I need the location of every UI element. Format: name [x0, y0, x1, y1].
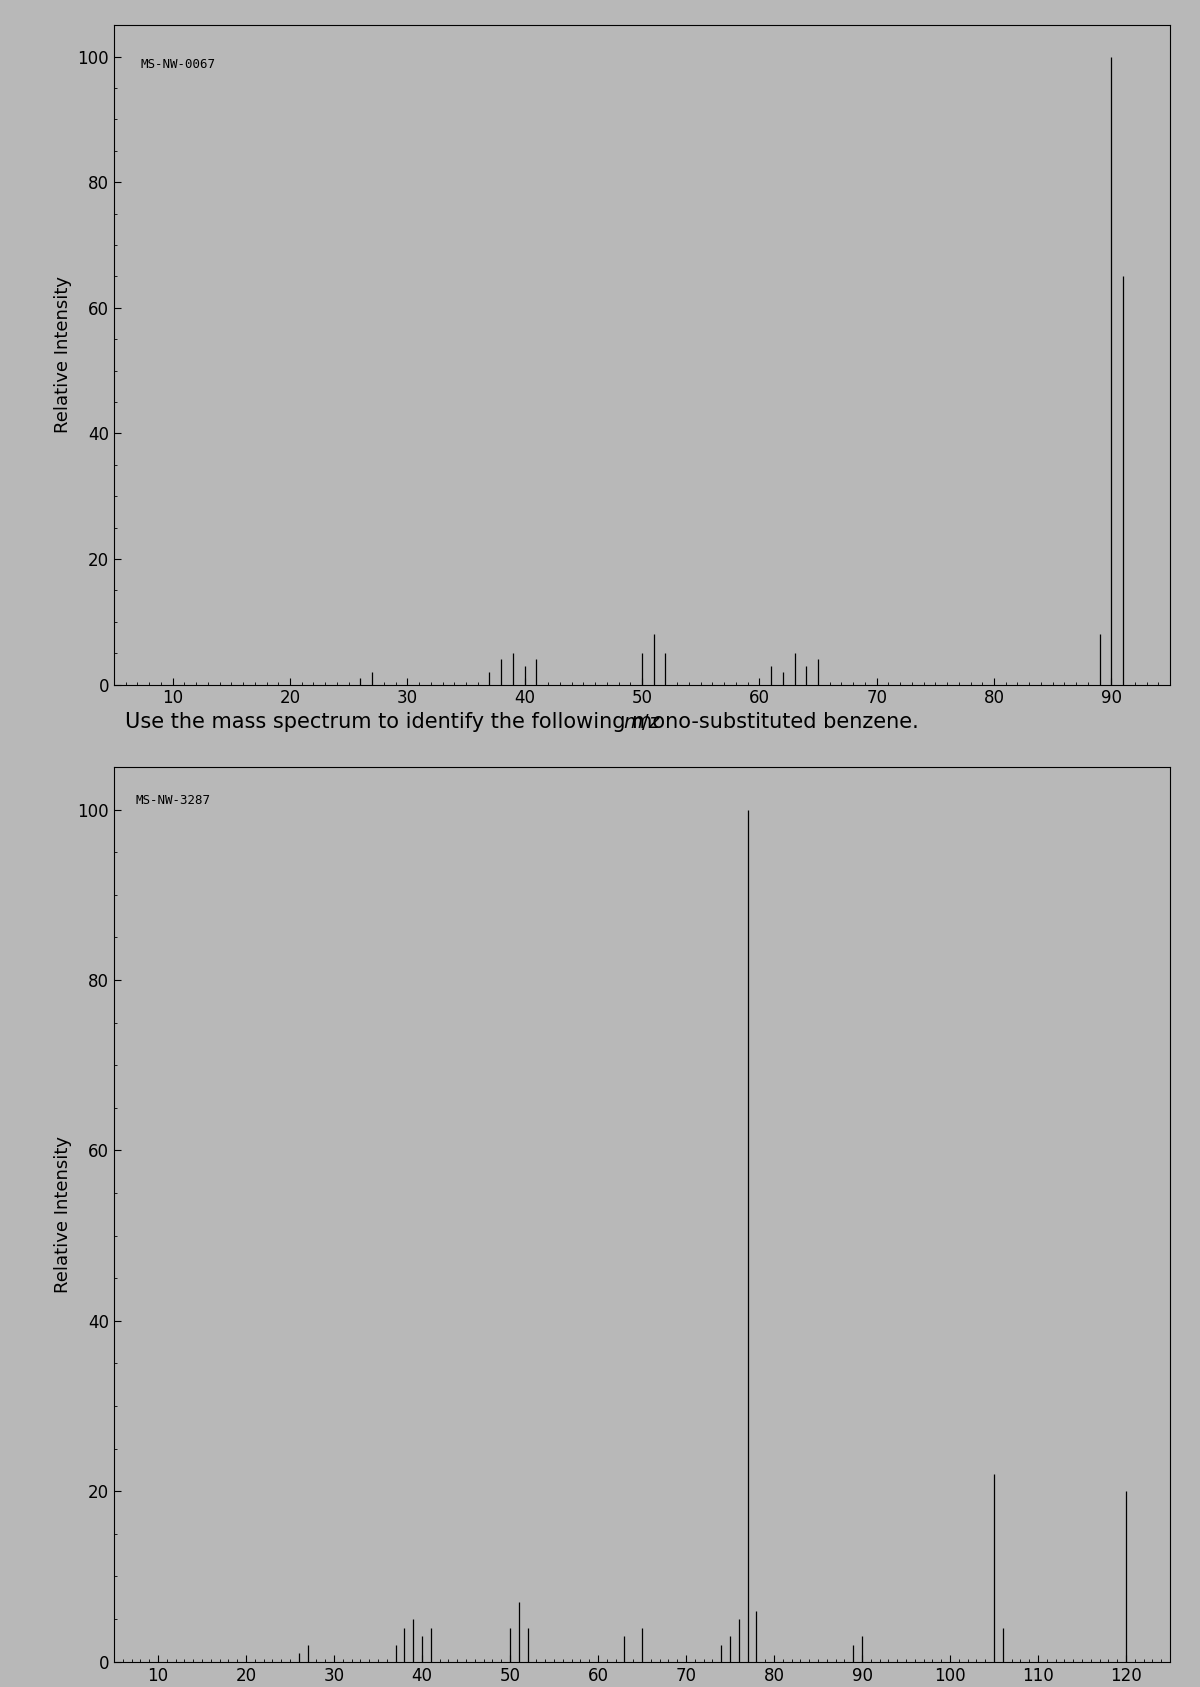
Text: MS-NW-0067: MS-NW-0067: [140, 59, 216, 71]
Y-axis label: Relative Intensity: Relative Intensity: [54, 1135, 72, 1292]
Y-axis label: Relative Intensity: Relative Intensity: [54, 277, 72, 434]
X-axis label: $m/z$: $m/z$: [623, 712, 661, 732]
Text: MS-NW-3287: MS-NW-3287: [136, 795, 210, 806]
Text: Use the mass spectrum to identify the following mono-substituted benzene.: Use the mass spectrum to identify the fo…: [125, 712, 918, 732]
